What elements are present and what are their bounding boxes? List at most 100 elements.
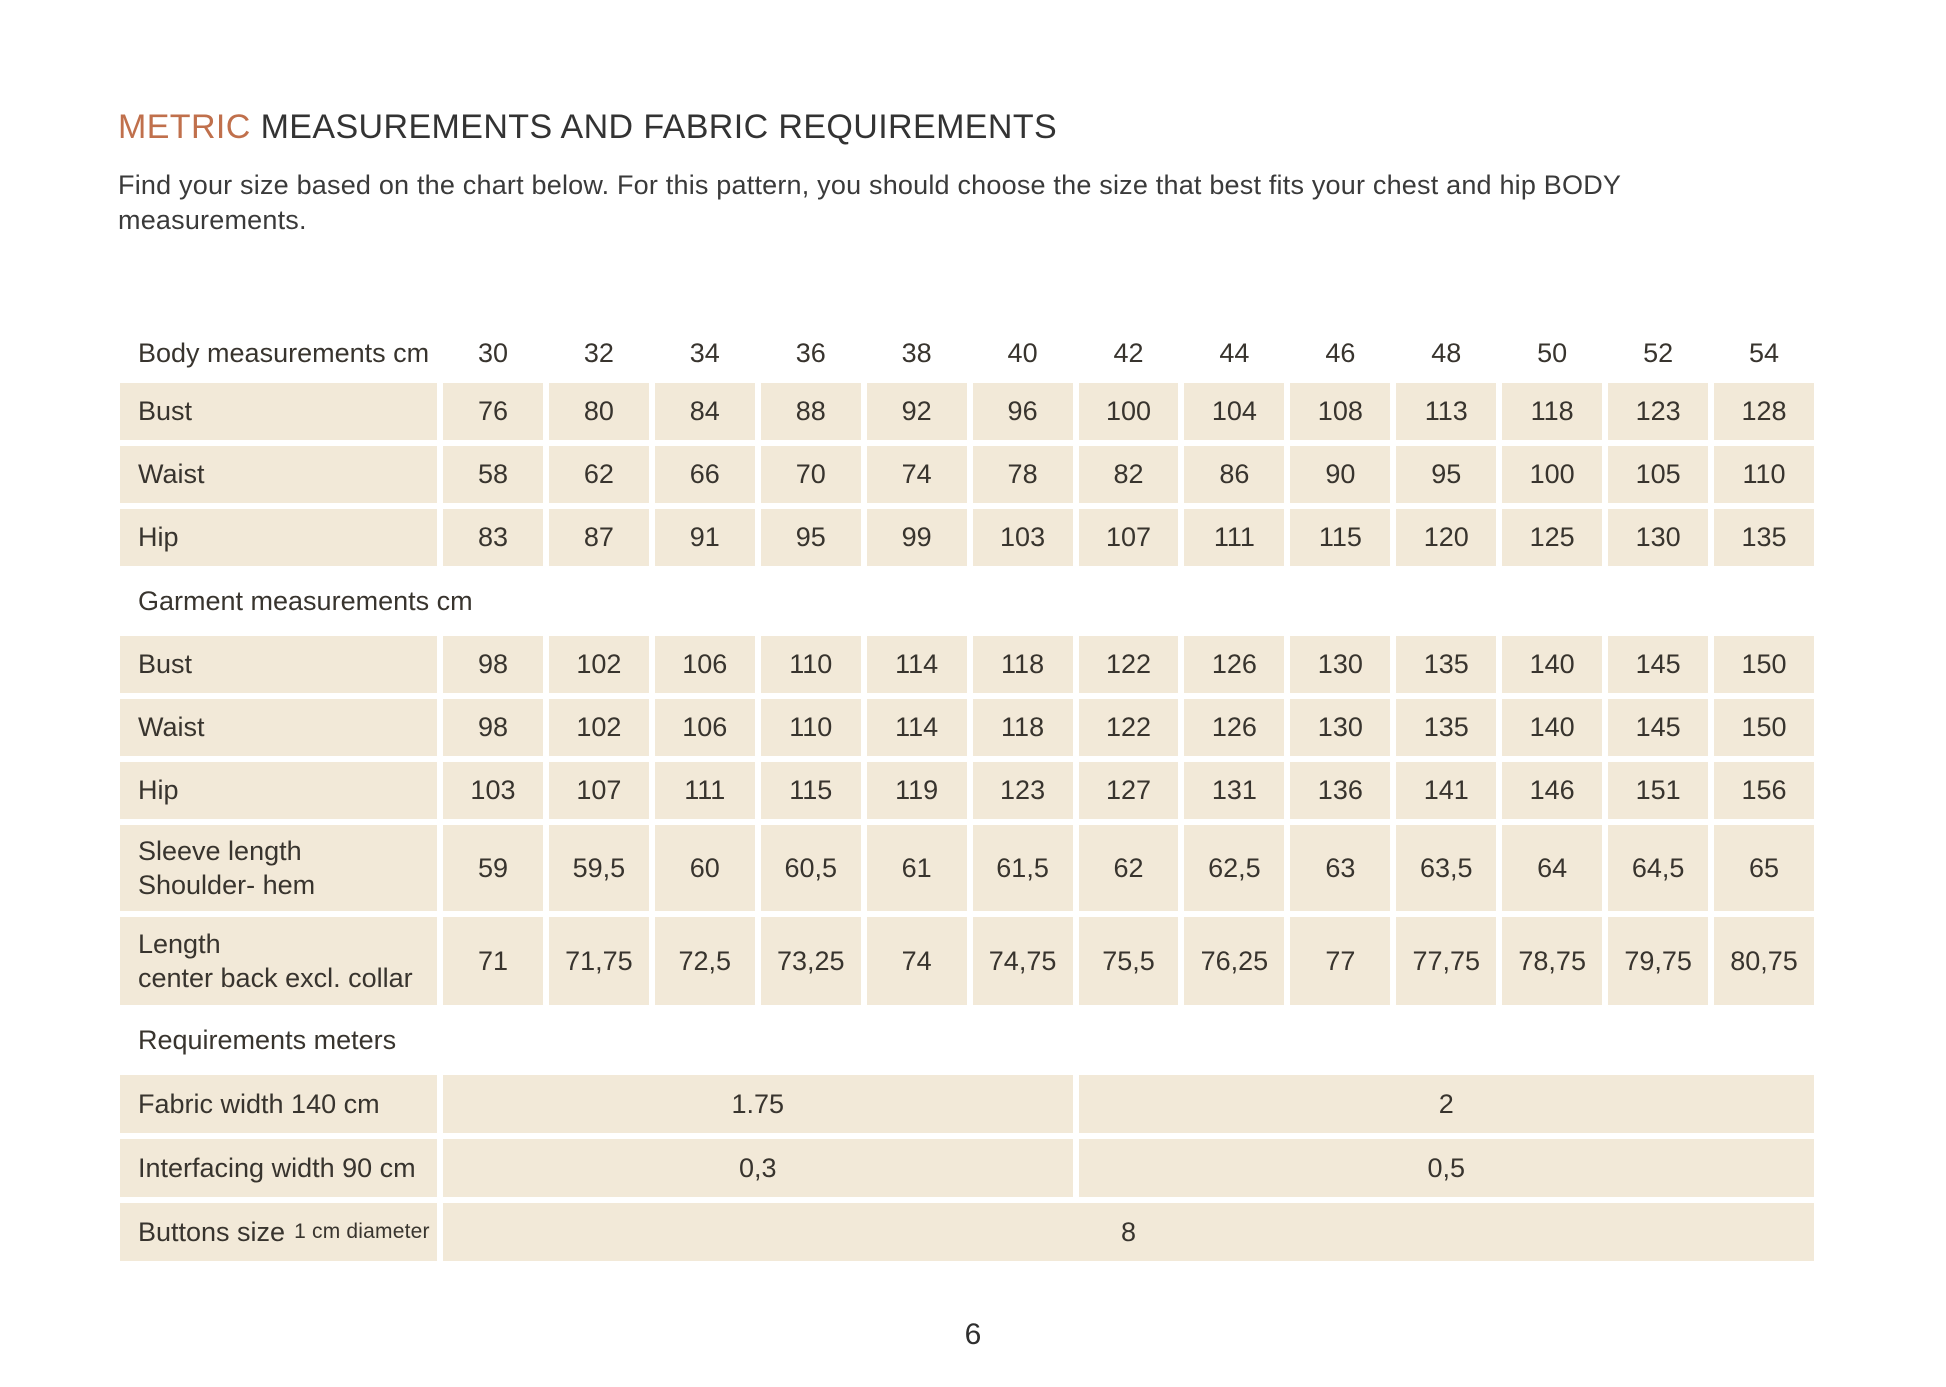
table-row: Hip 103 107 111 115 119 123 127 131 136 141 146 151 1… xyxy=(120,762,1814,819)
row-label: Buttons size 1 cm diameter xyxy=(120,1203,437,1261)
measurement-cell: 135 xyxy=(1714,509,1814,566)
measurement-cell: 100 xyxy=(1078,383,1179,440)
row-label-line1: Sleeve length xyxy=(138,836,302,866)
measurement-cell: 102 xyxy=(548,699,649,756)
measurement-cell: 99 xyxy=(866,509,967,566)
measurement-cell: 115 xyxy=(760,762,861,819)
measurement-cell: 92 xyxy=(866,383,967,440)
size-column-header: 46 xyxy=(1325,338,1356,368)
merged-value-cell: 1.75 xyxy=(443,1075,1073,1133)
measurement-cell: 76,25 xyxy=(1184,917,1285,1005)
measurement-cell: 141 xyxy=(1396,762,1497,819)
table-row: Bust 76 80 84 88 92 96 100 104 108 113 118 123 128 xyxy=(120,383,1814,440)
measurement-cell: 83 xyxy=(443,509,543,566)
measurement-cell: 107 xyxy=(548,762,649,819)
measurement-cell: 118 xyxy=(972,636,1073,693)
row-label-lines: Length center back excl. collar xyxy=(138,927,413,995)
requirements-section-row: Requirements meters xyxy=(120,1011,1814,1069)
measurement-cell: 103 xyxy=(972,509,1073,566)
measurement-cell: 119 xyxy=(866,762,967,819)
measurement-cell: 106 xyxy=(654,699,755,756)
measurement-cell: 86 xyxy=(1184,446,1285,503)
measurement-cell: 150 xyxy=(1714,699,1814,756)
table-header-row: Body measurements cm 30 32 34 36 38 40 42 44 46 48… xyxy=(120,330,1814,377)
measurement-cell: 75,5 xyxy=(1078,917,1179,1005)
measurement-cell: 87 xyxy=(548,509,649,566)
measurement-cell: 64 xyxy=(1502,825,1603,911)
measurement-cell: 61,5 xyxy=(972,825,1073,911)
measurement-cell: 78,75 xyxy=(1502,917,1603,1005)
measurement-cell: 130 xyxy=(1290,699,1391,756)
measurement-cell: 122 xyxy=(1078,699,1179,756)
row-label: Interfacing width 90 cm xyxy=(120,1139,437,1197)
measurement-cell: 105 xyxy=(1608,446,1709,503)
measurement-cell: 65 xyxy=(1714,825,1814,911)
measurement-cell: 131 xyxy=(1184,762,1285,819)
measurement-cell: 59,5 xyxy=(548,825,649,911)
row-label: Fabric width 140 cm xyxy=(120,1075,437,1133)
page-title: METRIC MEASUREMENTS AND FABRIC REQUIREME… xyxy=(118,108,1057,147)
measurement-cell: 150 xyxy=(1714,636,1814,693)
measurement-cell: 71 xyxy=(443,917,543,1005)
measurement-table: Body measurements cm 30 32 34 36 38 40 42 44 46 48… xyxy=(120,330,1814,1261)
row-label: Bust xyxy=(120,636,437,693)
measurement-cell: 123 xyxy=(972,762,1073,819)
table-row: Hip 83 87 91 95 99 103 107 111 115 120 125 130 135 xyxy=(120,509,1814,566)
measurement-cell: 111 xyxy=(1184,509,1285,566)
measurement-cell: 84 xyxy=(654,383,755,440)
page-number: 6 xyxy=(964,1318,982,1351)
size-column-header: 50 xyxy=(1537,338,1568,368)
requirement-row: Interfacing width 90 cm 0,3 0,5 xyxy=(120,1139,1814,1197)
size-column-header: 52 xyxy=(1643,338,1674,368)
measurement-cell: 145 xyxy=(1608,636,1709,693)
table-row: Sleeve length Shoulder- hem 59 59,5 60 60,5 61… xyxy=(120,825,1814,911)
row-label-small: 1 cm diameter xyxy=(294,1220,430,1243)
measurement-cell: 122 xyxy=(1078,636,1179,693)
measurement-cell: 118 xyxy=(972,699,1073,756)
measurement-cell: 66 xyxy=(654,446,755,503)
measurement-cell: 95 xyxy=(1396,446,1497,503)
requirements-section-label: Requirements meters xyxy=(138,1024,397,1055)
size-column-header: 54 xyxy=(1749,338,1780,368)
measurement-cell: 62 xyxy=(548,446,649,503)
measurement-cell: 100 xyxy=(1502,446,1603,503)
measurement-cell: 76 xyxy=(443,383,543,440)
measurement-cell: 98 xyxy=(443,699,543,756)
measurement-cell: 140 xyxy=(1502,636,1603,693)
measurement-cell: 120 xyxy=(1396,509,1497,566)
measurement-cell: 136 xyxy=(1290,762,1391,819)
size-column-header: 34 xyxy=(689,338,720,368)
merged-value-cell: 0,5 xyxy=(1078,1139,1814,1197)
table-row: Length center back excl. collar 71 71,75 72,… xyxy=(120,917,1814,1005)
measurement-cell: 59 xyxy=(443,825,543,911)
measurement-cell: 146 xyxy=(1502,762,1603,819)
measurement-cell: 60,5 xyxy=(760,825,861,911)
table-row: Waist 58 62 66 70 74 78 82 86 90 95 100 105 110 xyxy=(120,446,1814,503)
measurement-cell: 110 xyxy=(1714,446,1814,503)
sizes-header-label: Body measurements cm xyxy=(138,338,430,368)
measurement-cell: 118 xyxy=(1502,383,1603,440)
table-row: Bust 98 102 106 110 114 118 122 126 130 135 140 145 1… xyxy=(120,636,1814,693)
measurement-cell: 71,75 xyxy=(548,917,649,1005)
measurement-cell: 140 xyxy=(1502,699,1603,756)
measurement-cell: 104 xyxy=(1184,383,1285,440)
measurement-cell: 135 xyxy=(1396,636,1497,693)
measurement-cell: 111 xyxy=(654,762,755,819)
measurement-cell: 60 xyxy=(654,825,755,911)
size-column-header: 48 xyxy=(1431,338,1462,368)
measurement-cell: 110 xyxy=(760,699,861,756)
measurement-cell: 74,75 xyxy=(972,917,1073,1005)
row-label-lines: Sleeve length Shoulder- hem xyxy=(138,834,315,902)
row-label: Hip xyxy=(120,762,437,819)
measurement-cell: 70 xyxy=(760,446,861,503)
measurement-cell: 114 xyxy=(866,636,967,693)
measurement-cell: 125 xyxy=(1502,509,1603,566)
measurement-cell: 156 xyxy=(1714,762,1814,819)
measurement-cell: 113 xyxy=(1396,383,1497,440)
size-column-header: 32 xyxy=(583,338,614,368)
measurement-cell: 79,75 xyxy=(1608,917,1709,1005)
row-label: Waist xyxy=(120,699,437,756)
measurement-cell: 151 xyxy=(1608,762,1709,819)
measurement-cell: 91 xyxy=(654,509,755,566)
measurement-cell: 58 xyxy=(443,446,543,503)
